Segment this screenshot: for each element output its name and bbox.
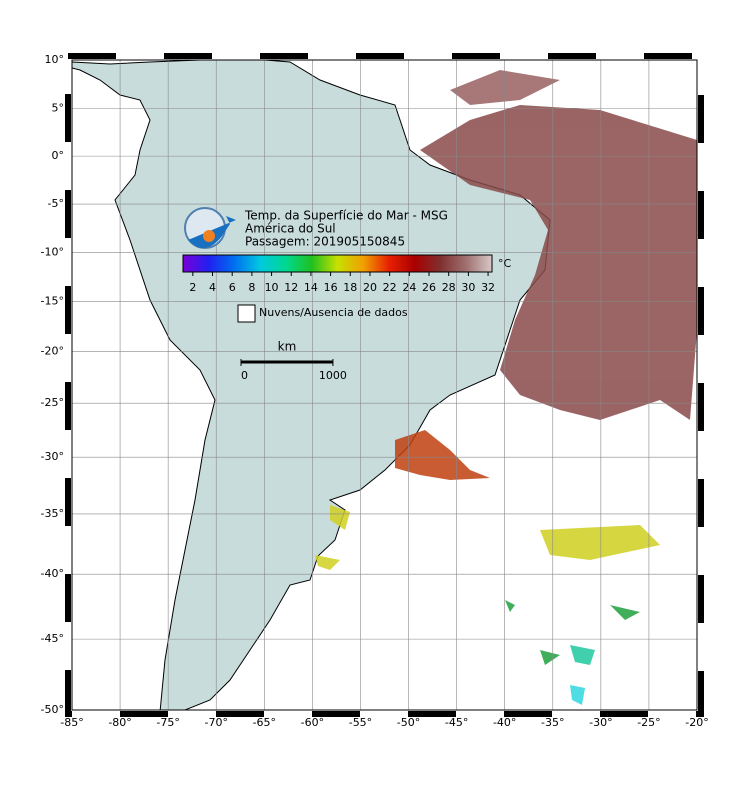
y-tick-label: 5° — [52, 101, 65, 114]
x-tick-label: -50° — [397, 716, 420, 729]
colorbar-tick-label: 4 — [209, 281, 216, 294]
colorbar-tick-label: 16 — [324, 281, 338, 294]
x-tick-label: -45° — [445, 716, 468, 729]
x-tick-label: -20° — [685, 716, 708, 729]
y-tick-label: -10° — [41, 245, 64, 258]
colorbar-tick-label: 10 — [265, 281, 279, 294]
legend-label: Nuvens/Ausencia de dados — [259, 306, 408, 319]
map-frame — [71, 59, 698, 711]
scale-tick-label: 1000 — [319, 369, 347, 382]
title: Temp. da Superfície do Mar - MSG — [244, 209, 448, 223]
x-tick-label: -80° — [108, 716, 131, 729]
scale-unit: km — [278, 340, 297, 354]
sst-patches — [315, 70, 697, 705]
x-tick-label: -65° — [253, 716, 276, 729]
colorbar-tick-label: 14 — [304, 281, 318, 294]
y-tick-label: -15° — [41, 294, 64, 307]
colorbar-tick-label: 30 — [461, 281, 475, 294]
x-tick-label: -75° — [156, 716, 179, 729]
map-border — [65, 53, 704, 717]
colorbar-tick-label: 22 — [383, 281, 397, 294]
x-tick-label: -85° — [60, 716, 83, 729]
x-tick-label: -70° — [204, 716, 227, 729]
y-tick-label: 0° — [52, 149, 65, 162]
colorbar-tick-label: 18 — [343, 281, 357, 294]
logo — [184, 207, 236, 249]
colorbar-tick-label: 8 — [248, 281, 255, 294]
y-tick-label: -20° — [41, 344, 64, 357]
colorbar-tick-label: 2 — [189, 281, 196, 294]
y-tick-label: -40° — [41, 567, 64, 580]
subtitle: América do Sul — [245, 222, 336, 236]
x-tick-label: -30° — [589, 716, 612, 729]
y-tick-label: 10° — [45, 53, 65, 66]
colorbar-tick-label: 24 — [402, 281, 416, 294]
pass-time: Passagem: 201905150845 — [245, 235, 405, 249]
y-tick-label: -45° — [41, 632, 64, 645]
colorbar-tick-label: 32 — [481, 281, 495, 294]
colorbar-tick-label: 6 — [229, 281, 236, 294]
y-tick-label: -30° — [41, 450, 64, 463]
legend-swatch — [237, 304, 256, 323]
colorbar-tick-label: 20 — [363, 281, 377, 294]
x-tick-label: -35° — [541, 716, 564, 729]
colorbar-unit: °C — [498, 257, 512, 270]
x-tick-label: -55° — [349, 716, 372, 729]
y-tick-label: -35° — [41, 507, 64, 520]
colorbar — [182, 254, 493, 273]
map-body — [72, 60, 697, 710]
colorbar-tick-label: 26 — [422, 281, 436, 294]
y-tick-label: -25° — [41, 396, 64, 409]
colorbar-tick-label: 12 — [284, 281, 298, 294]
colorbar-tick-label: 28 — [442, 281, 456, 294]
y-tick-label: -50° — [41, 703, 64, 716]
x-tick-label: -60° — [301, 716, 324, 729]
x-tick-label: -40° — [493, 716, 516, 729]
y-tick-label: -5° — [48, 197, 64, 210]
scale-tick-label: 0 — [241, 369, 248, 382]
x-tick-label: -25° — [637, 716, 660, 729]
